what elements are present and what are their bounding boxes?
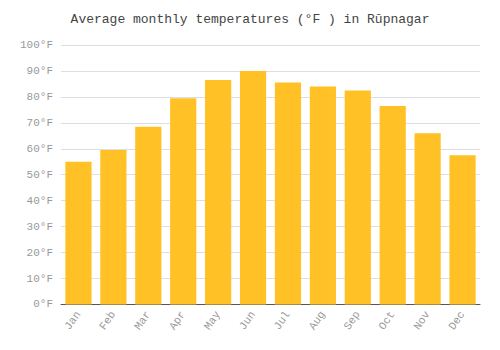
- svg-text:80°F: 80°F: [27, 91, 53, 103]
- svg-text:Nov: Nov: [411, 309, 432, 332]
- svg-text:Apr: Apr: [167, 309, 188, 332]
- svg-text:40°F: 40°F: [27, 195, 53, 207]
- svg-text:70°F: 70°F: [27, 117, 53, 129]
- svg-text:Aug: Aug: [307, 309, 328, 332]
- svg-text:Jun: Jun: [237, 309, 258, 332]
- svg-text:Dec: Dec: [446, 309, 467, 332]
- svg-text:Mar: Mar: [132, 309, 153, 332]
- svg-text:90°F: 90°F: [27, 65, 53, 77]
- svg-text:Feb: Feb: [97, 309, 118, 332]
- svg-text:Average monthly temperatures (: Average monthly temperatures (°F ) in Rū…: [71, 12, 430, 27]
- svg-text:100°F: 100°F: [20, 39, 53, 51]
- svg-text:20°F: 20°F: [27, 247, 53, 259]
- svg-text:60°F: 60°F: [27, 143, 53, 155]
- svg-text:Sep: Sep: [342, 309, 363, 332]
- svg-text:30°F: 30°F: [27, 221, 53, 233]
- svg-text:10°F: 10°F: [27, 273, 53, 285]
- svg-text:0°F: 0°F: [33, 298, 53, 310]
- svg-text:Oct: Oct: [376, 309, 397, 332]
- svg-text:May: May: [202, 309, 223, 332]
- svg-text:Jan: Jan: [62, 309, 83, 332]
- svg-text:Jul: Jul: [272, 309, 293, 332]
- svg-text:50°F: 50°F: [27, 169, 53, 181]
